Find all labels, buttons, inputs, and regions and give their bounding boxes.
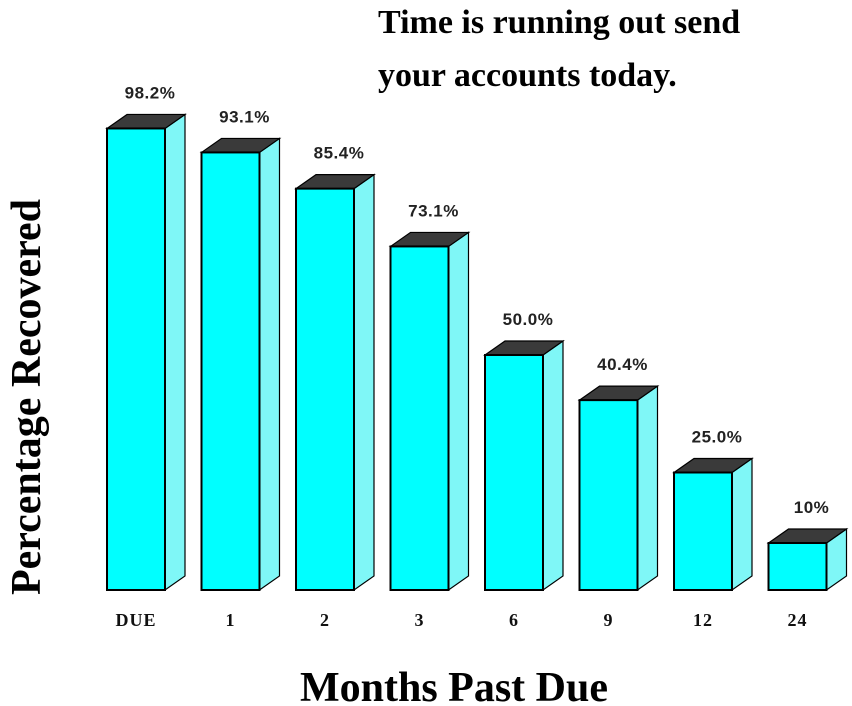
x-tick-label: 12 [693,610,713,630]
data-label: 93.1% [219,107,270,126]
x-tick-label: 24 [788,610,808,630]
data-labels: 98.2% 93.1% 85.4% 73.1% 50.0% 40.4% 25.0% 10% [125,83,830,517]
bar-5 [577,384,660,592]
x-tick-label: 9 [604,610,614,630]
data-label: 10% [794,498,830,517]
x-axis-title: Months Past Due [300,665,608,706]
x-tick-label: 6 [509,610,519,630]
data-label: 40.4% [597,355,648,374]
bar-7 [766,527,849,592]
bar-front [106,127,166,592]
bars-group [105,113,849,592]
bar-1 [199,137,282,592]
bar-side [542,339,564,592]
x-tick-label: 2 [320,610,330,630]
bar-front [295,187,355,591]
data-label: 98.2% [125,83,176,102]
bar-side [353,173,375,592]
bar-side [731,457,753,592]
bar-front [484,354,544,591]
bar-2 [294,173,376,592]
x-tick-label: DUE [115,610,156,630]
x-tick-label: 1 [226,610,236,630]
bar-side [258,137,281,592]
bar-front [578,399,639,591]
chart-title-line-1: Time is running out send [378,4,740,41]
data-label: 85.4% [314,144,365,163]
chart-title-line-2: your accounts today. [378,57,677,94]
data-label: 73.1% [408,201,459,220]
bar-side [636,384,659,592]
bar-front [200,151,261,591]
bar-4 [483,339,565,592]
y-axis-title: Percentage Recovered [4,199,50,595]
bar-6 [672,457,754,592]
bar-side [447,231,470,592]
bar-front [389,245,450,591]
bar-3 [388,231,471,592]
bar-side [164,113,186,592]
data-label: 50.0% [503,310,554,329]
bar-front [673,471,733,591]
x-tick-labels: DUE 1 2 3 6 9 12 24 [115,610,808,630]
bar-0 [105,113,187,592]
data-label: 25.0% [692,428,743,447]
bar-front [767,542,828,591]
x-tick-label: 3 [415,610,425,630]
